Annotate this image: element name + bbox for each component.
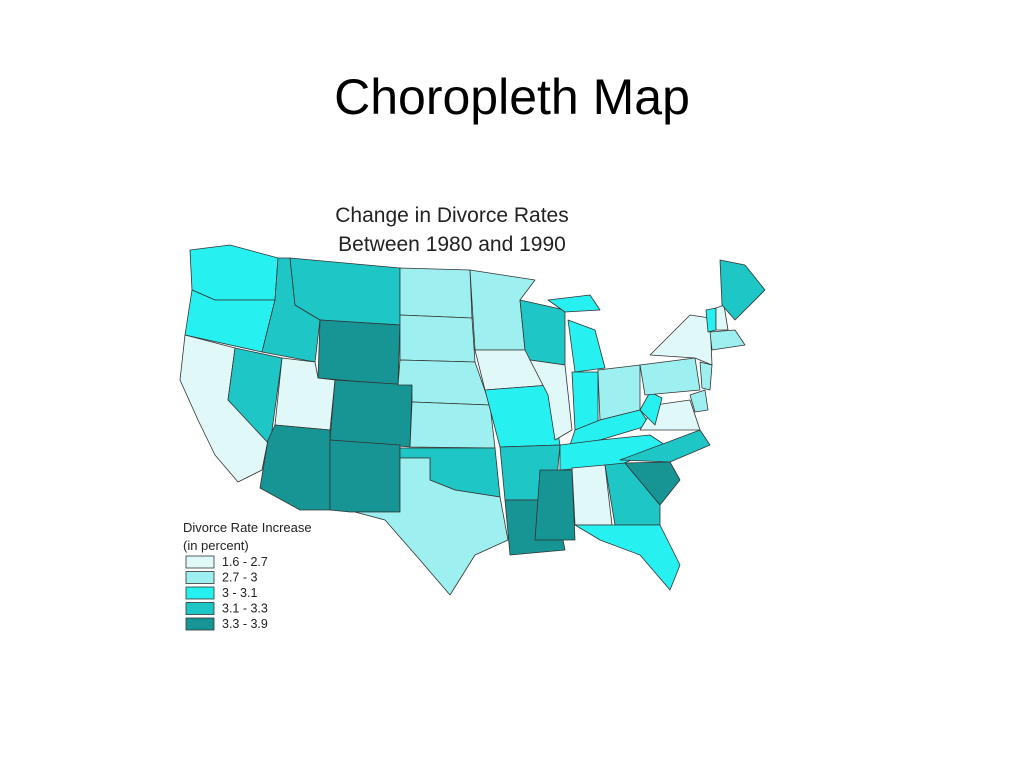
legend-label: 1.6 - 2.7 <box>222 555 268 569</box>
legend-swatch <box>185 586 215 600</box>
state <box>574 524 681 591</box>
state <box>719 259 766 321</box>
legend-title: (in percent) <box>183 538 249 553</box>
state <box>604 462 661 526</box>
state <box>399 267 473 319</box>
state <box>705 307 717 333</box>
state <box>529 359 573 441</box>
state <box>709 329 746 351</box>
state <box>715 304 729 331</box>
legend-swatch <box>185 602 215 615</box>
state <box>329 439 401 513</box>
state <box>624 461 681 506</box>
state <box>639 357 701 396</box>
state <box>354 457 509 596</box>
states <box>179 244 766 596</box>
legend-swatch <box>185 555 215 569</box>
state <box>259 424 331 511</box>
state <box>397 359 491 406</box>
legend-label: 3.1 - 3.3 <box>222 601 268 615</box>
state <box>534 469 576 541</box>
legend-label: 2.7 - 3 <box>222 570 257 584</box>
state <box>399 314 476 363</box>
map-title: Change in Divorce Rates <box>335 204 568 227</box>
legend-swatch <box>185 617 215 631</box>
state <box>571 464 613 526</box>
state <box>571 371 599 431</box>
map-title: Between 1980 and 1990 <box>338 233 566 256</box>
state <box>409 401 496 449</box>
legend: 1.6 - 2.72.7 - 3 3 - 3.13.1 - 3.3 3.3 - 3.… <box>185 555 268 631</box>
slide-title: Choropleth Map <box>334 69 690 125</box>
state <box>639 391 663 426</box>
state <box>547 294 601 313</box>
legend-swatch <box>185 571 215 584</box>
state <box>619 429 711 463</box>
state <box>699 361 713 391</box>
state <box>317 319 401 386</box>
state <box>329 379 413 448</box>
legend-title: Divorce Rate Increase <box>183 520 312 535</box>
legend-label: 3.3 - 3.9 <box>222 617 268 631</box>
state <box>689 389 709 413</box>
legend-label: 3 - 3.1 <box>222 586 257 600</box>
state <box>567 319 606 373</box>
